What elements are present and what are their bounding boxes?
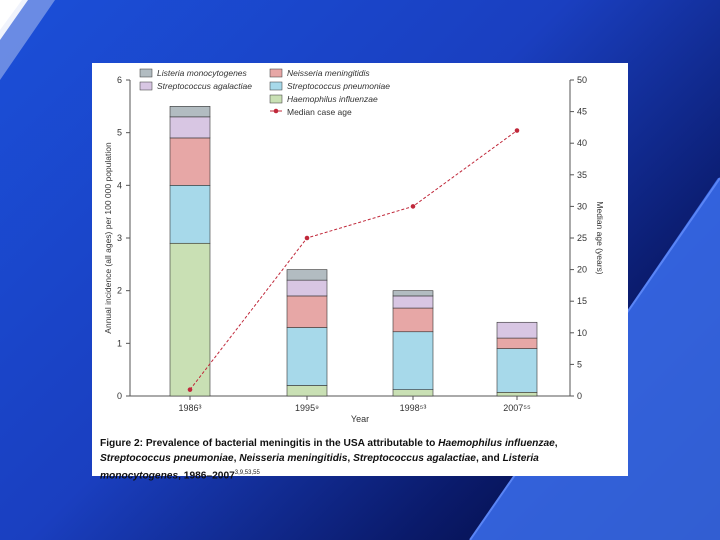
legend-label: Median case age: [287, 107, 352, 117]
legend-line-marker: [273, 108, 279, 114]
bar-segment-streptococcus-agalactiae: [496, 321, 538, 339]
bar-segment-streptococcus-agalactiae: [286, 279, 328, 297]
y2-tick-label: 20: [577, 265, 587, 275]
bar-segment-streptococcus-pneumoniae: [496, 348, 538, 393]
x-tick-label: 2007⁵⁵: [503, 403, 531, 413]
legend-label: Haemophilus influenzae: [287, 94, 378, 104]
y2-tick-label: 40: [577, 138, 587, 148]
median-age-point: [514, 128, 520, 133]
caption-prefix: Prevalence of bacterial meningitis in th…: [145, 438, 439, 449]
caption-suffix: , 1986–2007: [178, 470, 235, 482]
caption-taxon-4: Streptococcus agalactiae: [353, 453, 476, 464]
legend-swatch: [139, 68, 153, 78]
legend-swatch: [139, 81, 153, 91]
x-tick-label: 1998⁵³: [400, 403, 427, 413]
y2-tick-label: 10: [577, 328, 587, 338]
bar-segment-streptococcus-agalactiae: [169, 116, 211, 139]
bar-segment-streptococcus-pneumoniae: [169, 185, 211, 244]
y-tick-label: 4: [117, 180, 122, 190]
bar-segment-listeria-monocytogenes: [392, 290, 434, 297]
legend-label: Neisseria meningitidis: [287, 68, 370, 78]
caption-taxon-1: Haemophilus influenzae: [438, 438, 555, 449]
y2-tick-label: 30: [577, 201, 587, 211]
legend-swatch: [269, 68, 283, 78]
bar-segment-haemophilus-influenzae: [392, 389, 434, 397]
median-age-point: [304, 235, 310, 241]
y-tick-label: 6: [117, 75, 122, 85]
legend-label: Listeria monocytogenes: [157, 68, 248, 78]
x-tick-label: 1995⁹: [295, 403, 319, 413]
legend-swatch: [269, 94, 283, 104]
bar-segment-listeria-monocytogenes: [169, 106, 211, 118]
caption-sep: , and: [475, 453, 503, 464]
x-tick-label: 1986³: [178, 403, 201, 413]
median-age-point: [410, 204, 416, 209]
y-axis-label: Annual incidence (all ages) per 100 000 …: [103, 142, 113, 334]
bar-segment-neisseria-meningitidis: [286, 295, 328, 328]
bar-segment-listeria-monocytogenes: [286, 269, 328, 281]
caption-sep: ,: [233, 453, 240, 464]
caption-label: Figure 2:: [100, 438, 144, 449]
y-tick-label: 5: [117, 128, 122, 138]
x-axis-label: Year: [351, 414, 369, 424]
bar-segment-haemophilus-influenzae: [169, 242, 211, 397]
bar-segment-streptococcus-agalactiae: [392, 295, 434, 309]
median-age-line: [189, 130, 518, 390]
y-tick-label: 3: [117, 233, 122, 243]
caption-sep: ,: [554, 438, 558, 449]
y-tick-label: 1: [117, 338, 122, 348]
y2-axis-label: Median age (years): [595, 201, 605, 274]
y2-tick-label: 50: [577, 75, 587, 85]
figure-panel: 0 1 2 3 4 5 6 0 5 10 15 20 25 30 35 40 45 50 Annual incide…: [92, 63, 628, 481]
bar-segment-neisseria-meningitidis: [496, 337, 538, 349]
y2-tick-label: 35: [577, 170, 587, 180]
bar-segment-haemophilus-influenzae: [496, 392, 538, 397]
y2-tick-label: 45: [577, 107, 587, 117]
y2-tick-label: 0: [577, 391, 582, 401]
y2-tick-label: 25: [577, 233, 587, 243]
y2-tick-label: 5: [577, 359, 582, 369]
bar-segment-streptococcus-pneumoniae: [286, 327, 328, 386]
figure-caption: Figure 2: Prevalence of bacterial mening…: [100, 436, 622, 483]
y2-tick-label: 15: [577, 296, 587, 306]
median-age-point: [187, 387, 193, 392]
y-tick-label: 0: [117, 391, 122, 401]
bar-segment-neisseria-meningitidis: [169, 137, 211, 186]
caption-sep: ,: [347, 453, 354, 464]
legend-label: Streptococcus pneumoniae: [287, 81, 390, 91]
legend-swatch: [269, 81, 283, 91]
legend-label: Streptococcus agalactiae: [157, 81, 252, 91]
bar-segment-streptococcus-pneumoniae: [392, 331, 434, 390]
caption-taxon-3: Neisseria meningitidis: [239, 453, 348, 464]
bar-segment-haemophilus-influenzae: [286, 385, 328, 397]
caption-refs: 3,9,53,55: [234, 470, 260, 476]
caption-taxon-5: Listeria monocytogenes: [100, 453, 539, 482]
caption-taxon-2: Streptococcus pneumoniae: [100, 453, 234, 464]
bar-segment-neisseria-meningitidis: [392, 307, 434, 333]
y-tick-label: 2: [117, 286, 122, 296]
